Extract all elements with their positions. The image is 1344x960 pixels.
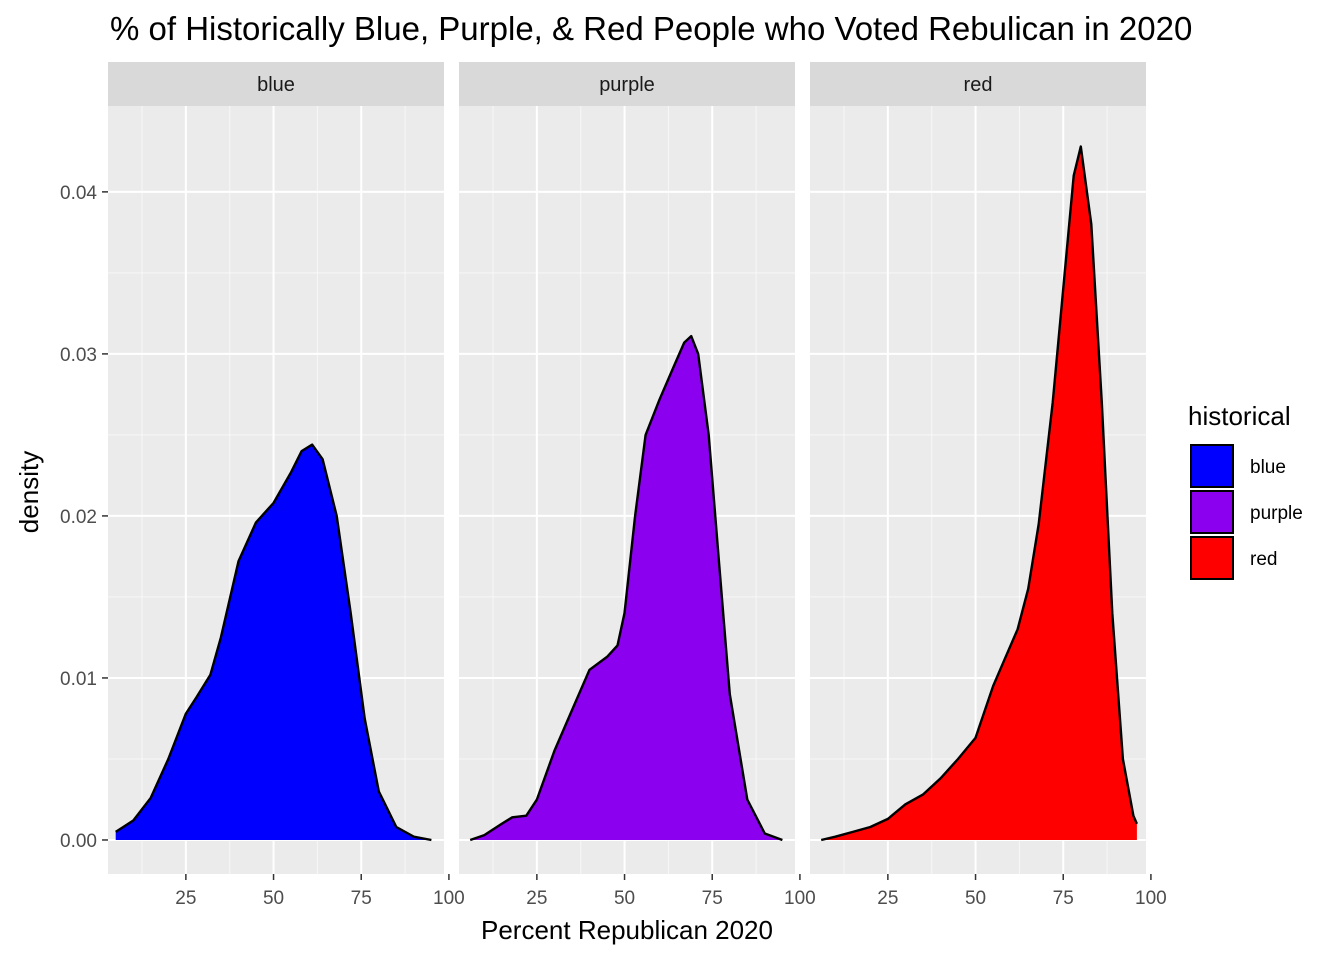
density-area-red: [821, 146, 1137, 840]
legend-swatch-blue: [1190, 444, 1234, 488]
x-tick-label: 50: [965, 888, 986, 909]
density-area-blue: [115, 444, 432, 840]
facet-strip: [459, 62, 795, 106]
y-tick-label: 0.04: [60, 183, 97, 204]
y-tick-label: 0.00: [60, 831, 97, 852]
y-tick-label: 0.03: [60, 345, 97, 366]
chart-title: % of Historically Blue, Purple, & Red Pe…: [110, 10, 1192, 47]
density-outline-red: [820, 145, 1139, 842]
legend-title: historical: [1188, 401, 1291, 431]
facet-strip-label: blue: [257, 74, 295, 96]
y-axis: 0.00 0.01 0.02 0.03 0.04: [60, 183, 108, 852]
density-outline-purple: [469, 334, 783, 842]
x-tick-label: 100: [784, 888, 816, 909]
x-tick-label: 25: [175, 888, 196, 909]
legend-label-purple: purple: [1250, 503, 1303, 524]
legend: historical blue purple red: [1188, 401, 1303, 580]
facet-strip-label: red: [964, 74, 993, 96]
facet-strip: [108, 62, 444, 106]
x-tick-label: 25: [877, 888, 898, 909]
facet-red: red 25 50 75 100: [810, 62, 1167, 909]
legend-swatch-red: [1190, 536, 1234, 580]
x-tick-label: 50: [263, 888, 284, 909]
density-area-purple: [470, 336, 783, 840]
x-axis-title: Percent Republican 2020: [481, 915, 773, 945]
x-tick-label: 50: [614, 888, 635, 909]
legend-label-blue: blue: [1250, 457, 1286, 478]
facet-strip-label: purple: [599, 74, 655, 96]
density-outline-blue: [115, 443, 432, 842]
x-tick-label: 75: [1053, 888, 1074, 909]
facet-strip: [810, 62, 1146, 106]
x-tick-label: 75: [351, 888, 372, 909]
facet-blue: blue 25 50 75 100: [108, 62, 465, 909]
legend-swatch-purple: [1190, 490, 1234, 534]
x-tick-label: 100: [433, 888, 465, 909]
x-tick-label: 75: [702, 888, 723, 909]
facet-panels: blue 25 50 75 100 purple 25 50 75 100 red 25 50 75 100: [108, 62, 1167, 909]
y-tick-label: 0.01: [60, 669, 97, 690]
legend-label-red: red: [1250, 549, 1277, 570]
y-tick-label: 0.02: [60, 507, 97, 528]
y-axis-title: density: [14, 451, 44, 533]
x-tick-label: 25: [526, 888, 547, 909]
x-tick-label: 100: [1135, 888, 1167, 909]
facet-purple: purple 25 50 75 100: [459, 62, 816, 909]
